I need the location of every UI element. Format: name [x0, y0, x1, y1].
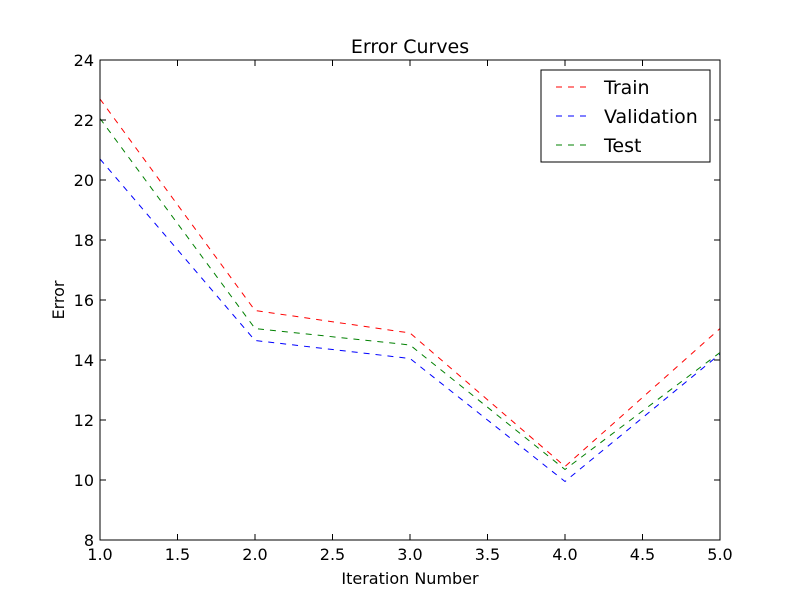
x-axis-ticks: 1.0 1.5 2.0 2.5 3.0 3.5 4.0 4.5 5.0: [87, 60, 733, 564]
y-tick-label: 18: [74, 231, 94, 250]
x-tick-label: 2.0: [242, 545, 267, 564]
y-tick-label: 12: [74, 411, 94, 430]
plot-lines: [99, 98, 721, 483]
x-tick-label: 1.5: [165, 545, 190, 564]
legend-label-test: Test: [603, 135, 641, 157]
x-tick-label: 3.5: [475, 545, 500, 564]
x-tick-label: 5.0: [707, 545, 732, 564]
x-axis-label: Iteration Number: [341, 569, 479, 588]
x-tick-label: 3.0: [397, 545, 422, 564]
y-axis-label: Error: [49, 280, 68, 319]
x-tick-label: 1.0: [87, 545, 112, 564]
series-line-test: [99, 118, 721, 471]
legend-label-train: Train: [603, 77, 650, 99]
chart-title: Error Curves: [351, 36, 469, 58]
y-tick-label: 16: [74, 291, 94, 310]
y-tick-label: 10: [74, 471, 94, 490]
series-line-validation: [99, 158, 721, 483]
y-tick-label: 20: [74, 171, 94, 190]
y-tick-label: 22: [74, 111, 94, 130]
x-tick-label: 4.0: [552, 545, 577, 564]
y-tick-label: 8: [84, 531, 94, 550]
legend-label-validation: Validation: [604, 106, 698, 128]
y-tick-label: 14: [74, 351, 94, 370]
x-tick-label: 2.5: [320, 545, 345, 564]
y-axis-ticks: 8 10 12 14 16 18 20 22 24: [74, 51, 720, 550]
y-tick-label: 24: [74, 51, 94, 70]
legend: Train Validation Test: [540, 69, 711, 163]
x-tick-label: 4.5: [630, 545, 655, 564]
